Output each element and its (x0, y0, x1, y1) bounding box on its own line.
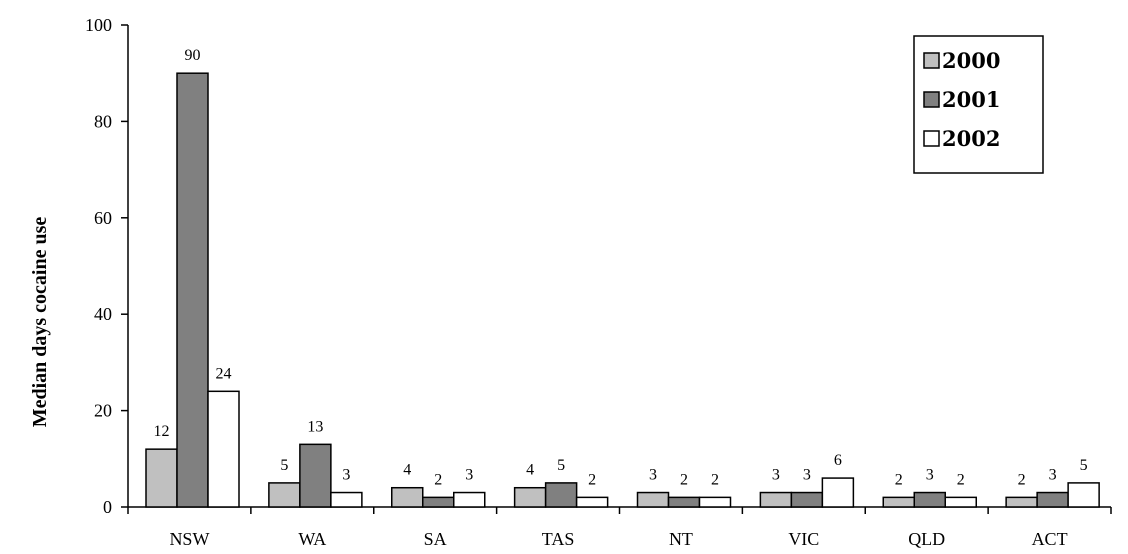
bar-2000-tas (513, 486, 547, 508)
data-label: 3 (772, 467, 780, 484)
y-axis-ticks: 0 20 40 60 80 100 (85, 15, 128, 517)
x-tick-label: WA (298, 529, 326, 549)
legend-label-2000: 2000 (942, 48, 1000, 73)
data-label: 4 (526, 462, 534, 479)
legend-swatch-2001 (923, 91, 940, 108)
bar-2001-wa (299, 443, 332, 508)
data-label: 13 (307, 418, 323, 435)
legend-swatch-2002 (923, 130, 940, 147)
data-label: 3 (803, 467, 811, 484)
bar-2001-nt (667, 496, 701, 508)
bar-2001-act (1036, 491, 1069, 508)
y-axis-label: Median days cocaine use (29, 217, 51, 428)
data-label: 2 (588, 471, 596, 488)
bar-2000-vic (759, 491, 793, 508)
y-tick-label: 40 (94, 304, 112, 324)
data-label: 90 (185, 47, 201, 64)
data-label: 5 (1080, 457, 1088, 474)
bar-2001-vic (790, 491, 824, 508)
data-label: 4 (403, 462, 411, 479)
x-tick-label: NSW (169, 529, 209, 549)
legend: 2000 2001 2002 (913, 35, 1044, 174)
bar-2001-qld (913, 491, 946, 508)
data-label: 5 (280, 457, 288, 474)
x-tick-label: ACT (1032, 529, 1068, 549)
x-tick-label: QLD (908, 529, 945, 549)
data-label: 3 (465, 467, 473, 484)
data-label: 3 (342, 467, 350, 484)
bar-2000-wa (268, 482, 301, 508)
bar-2002-qld (944, 496, 977, 508)
y-tick-label: 0 (103, 497, 112, 517)
data-label: 6 (834, 452, 842, 469)
bar-2000-nsw (145, 448, 178, 508)
data-label: 2 (957, 471, 965, 488)
bar-2002-sa (453, 491, 486, 508)
bar-series (145, 72, 1100, 508)
bar-2002-wa (330, 491, 363, 508)
data-label: 3 (926, 467, 934, 484)
y-tick-label: 80 (94, 111, 112, 131)
data-label: 2 (680, 471, 688, 488)
data-label: 2 (434, 471, 442, 488)
bar-2001-tas (544, 482, 578, 508)
data-label: 3 (649, 467, 657, 484)
legend-swatch-2000 (923, 52, 940, 69)
data-label: 3 (1049, 467, 1057, 484)
bar-2001-sa (422, 496, 455, 508)
data-label: 5 (557, 457, 565, 474)
x-tick-label: NT (669, 529, 693, 549)
bar-2001-nsw (176, 72, 209, 508)
x-tick-label: TAS (542, 529, 575, 549)
bar-2000-act (1005, 496, 1038, 508)
bar-2002-nt (698, 496, 732, 508)
x-tick-label: SA (424, 529, 447, 549)
y-tick-label: 60 (94, 208, 112, 228)
y-tick-label: 100 (85, 15, 112, 35)
bar-2002-nsw (207, 390, 240, 508)
data-labels: 12 90 24 5 13 3 4 2 3 4 5 2 3 2 2 3 3 6 2 3 2 2 3 5 (154, 47, 1088, 488)
data-label: 12 (154, 423, 170, 440)
data-label: 2 (1018, 471, 1026, 488)
x-tick-label: VIC (788, 529, 819, 549)
legend-label-2002: 2002 (942, 126, 1000, 151)
data-label: 2 (895, 471, 903, 488)
bar-2002-tas (575, 496, 609, 508)
bar-2000-nt (636, 491, 670, 508)
legend-label-2001: 2001 (942, 87, 1000, 112)
data-label: 24 (216, 365, 232, 382)
bar-2002-vic (821, 477, 855, 508)
y-tick-label: 20 (94, 401, 112, 421)
bar-2000-sa (391, 486, 424, 508)
x-axis-tick-labels: NSW WA SA TAS NT VIC QLD ACT (169, 529, 1067, 549)
data-label: 2 (711, 471, 719, 488)
bar-2002-act (1067, 482, 1100, 508)
bar-2000-qld (882, 496, 915, 508)
